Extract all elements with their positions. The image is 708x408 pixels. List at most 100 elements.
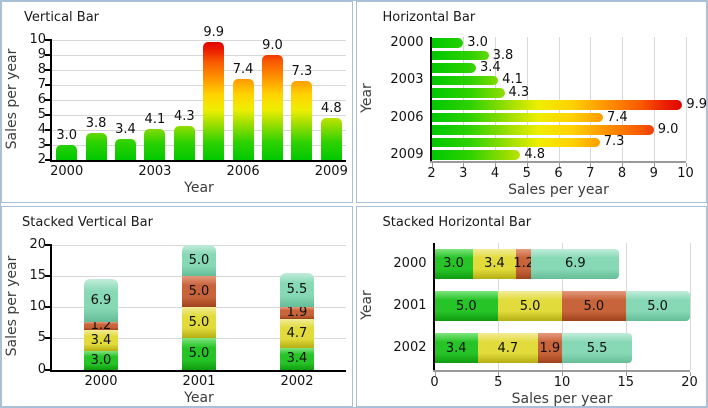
- segment-value-label: 6.9: [90, 292, 112, 308]
- tick-mark: [653, 163, 655, 167]
- bar-segment: [477, 333, 538, 364]
- segment-value-label: 3.4: [286, 351, 308, 367]
- tick-mark: [526, 163, 528, 167]
- x-axis-title: Sales per year: [511, 390, 613, 407]
- chart-title: Stacked Horizontal Bar: [382, 214, 532, 230]
- bar-value-label: 3.8: [85, 116, 107, 131]
- tick-label: 6: [37, 92, 46, 107]
- bar-value-label: 7.3: [291, 63, 313, 79]
- tick-label: 10: [29, 299, 46, 314]
- bar-segment: [182, 244, 216, 276]
- grid-line: [495, 37, 496, 161]
- tick-mark: [45, 69, 52, 71]
- tick-mark: [558, 163, 560, 167]
- segment-value-label: 3.4: [90, 332, 112, 348]
- bar-segment: [434, 333, 478, 364]
- bar: [291, 80, 313, 160]
- bar-value-label: 7.4: [606, 109, 628, 125]
- category-label: 2000: [393, 255, 427, 271]
- bar-value-label: 4.3: [173, 108, 195, 124]
- segment-value-label: 5.0: [188, 315, 210, 331]
- bar: [85, 133, 107, 160]
- x-axis-line: [429, 161, 686, 163]
- bar: [431, 63, 476, 73]
- bar-value-label: 3.4: [115, 122, 136, 137]
- bar: [203, 41, 225, 160]
- grid-line: [526, 37, 528, 161]
- category-label: 2009: [314, 164, 348, 179]
- bar: [431, 38, 464, 48]
- tick-mark: [622, 163, 623, 167]
- segment-value-label: 5.5: [586, 340, 608, 356]
- bar-value-label: 4.3: [508, 84, 530, 100]
- bar-value-label: 3.0: [467, 35, 488, 51]
- tick-label: 10: [29, 32, 46, 47]
- tick-mark: [562, 371, 563, 376]
- category-label: 2003: [138, 164, 172, 179]
- y-axis-line: [50, 40, 52, 162]
- x-axis-title: Sales per year: [508, 182, 609, 198]
- bar-segment: [182, 275, 216, 307]
- category-label: 2006: [226, 164, 260, 179]
- bar-value-label: 4.8: [320, 101, 342, 116]
- category-label: 2000: [50, 164, 84, 179]
- segment-value-label: 3.4: [445, 340, 467, 356]
- tick-label: 9: [37, 47, 46, 62]
- grid-line: [52, 115, 346, 116]
- bar-segment: [434, 248, 473, 279]
- bar-value-label: 4.8: [524, 146, 546, 162]
- bar-segment: [280, 318, 314, 349]
- bar-segment: [84, 278, 118, 322]
- tick-label: 5: [37, 107, 46, 122]
- category-label: 2002: [393, 340, 427, 356]
- category-label: 2001: [182, 373, 216, 389]
- tick-mark: [463, 163, 465, 167]
- tick-mark: [45, 84, 52, 86]
- tick-mark: [45, 144, 52, 146]
- grid-line: [52, 55, 346, 56]
- tick-label: 20: [29, 236, 46, 252]
- bar: [56, 145, 78, 160]
- tick-mark: [45, 243, 52, 246]
- plot-area: 0 5 10 15 20 3.0 3.4 1.2 6.9 5.0 5.0 5.0 5.0 3.4 4.7 1.…: [2, 207, 352, 407]
- grid-line: [685, 37, 687, 161]
- plot-area: 2 3 4 5 6 7 8 9 10 3.0 3.8 3.4 4.1 4.3 9.9 7.4 9.0 7.3 4.8…: [357, 2, 706, 202]
- tick-label: 9: [649, 166, 658, 181]
- segment-value-label: 3.0: [90, 352, 112, 368]
- segment-value-label: 4.7: [497, 340, 519, 356]
- bar-value-label: 3.0: [56, 128, 78, 143]
- x-axis-line: [432, 369, 690, 372]
- bar-segment: [280, 272, 314, 307]
- bar-segment: [182, 338, 216, 370]
- chart-title: Stacked Vertical Bar: [22, 214, 153, 230]
- segment-value-label: 6.9: [565, 256, 586, 272]
- tick-mark: [625, 371, 627, 376]
- bar-segment: [516, 248, 532, 279]
- plot-area: 2 3 4 5 6 7 8 9 10 3.0 3.8 3.4 4.1 4.3 9.9 7.4 9.0 7.3 4.8…: [2, 2, 352, 202]
- grid-line: [463, 37, 465, 161]
- tick-mark: [431, 163, 433, 167]
- bar-segment: [562, 333, 633, 364]
- tick-label: 7: [586, 166, 595, 181]
- tick-label: 15: [617, 374, 635, 390]
- tick-mark: [45, 114, 52, 116]
- bar-value-label: 3.8: [492, 47, 514, 63]
- y-axis-line: [432, 242, 435, 372]
- segment-value-label: 1.2: [90, 318, 112, 334]
- tick-mark: [45, 54, 52, 56]
- x-axis-line: [50, 369, 346, 372]
- category-label: 2006: [390, 109, 424, 125]
- segment-value-label: 1.9: [286, 305, 308, 321]
- bar-segment: [625, 291, 690, 321]
- tick-mark: [45, 337, 52, 340]
- tick-mark: [45, 274, 52, 277]
- bar-value-label: 7.4: [232, 62, 254, 77]
- grid-line: [622, 37, 623, 161]
- segment-value-label: 3.4: [484, 256, 505, 272]
- y-axis-line: [50, 244, 52, 372]
- tick-mark: [45, 368, 52, 371]
- bar-segment: [434, 291, 499, 321]
